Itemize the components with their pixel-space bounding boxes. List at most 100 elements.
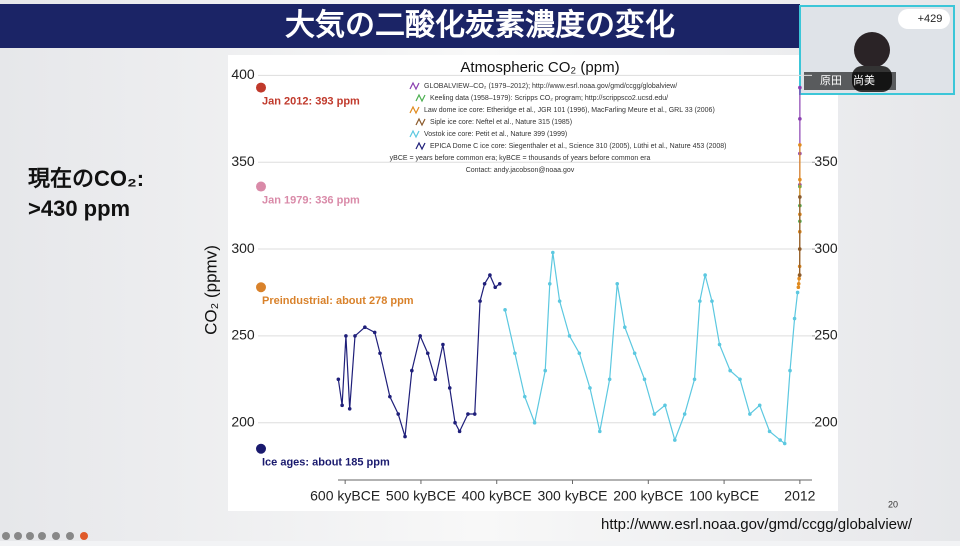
data-point	[798, 178, 802, 182]
data-point	[403, 435, 407, 439]
video-tile[interactable]: +429 原田 尚美	[800, 6, 954, 94]
toolbar-icon[interactable]	[14, 532, 22, 540]
data-point	[458, 430, 462, 434]
data-point	[488, 273, 492, 277]
data-point	[363, 325, 367, 329]
data-point	[703, 273, 707, 277]
data-point	[633, 351, 637, 355]
y2-tick-label: 200	[814, 413, 838, 429]
source-url: http://www.esrl.noaa.gov/gmd/ccgg/global…	[601, 516, 913, 533]
annotation-dot	[256, 182, 266, 192]
y2-tick-label: 250	[814, 327, 838, 343]
data-point	[548, 282, 552, 286]
data-point	[718, 343, 722, 347]
data-point	[426, 351, 430, 355]
legend-entry: Keeling data (1958–1979): Scripps CO₂ pr…	[430, 95, 668, 102]
data-point	[748, 412, 752, 416]
x-tick-label: 2012	[784, 488, 815, 504]
data-point	[533, 421, 537, 425]
data-point	[418, 334, 422, 338]
data-point	[344, 334, 348, 338]
data-point	[798, 247, 802, 251]
data-point	[788, 369, 792, 373]
data-point	[410, 369, 414, 373]
data-point	[797, 277, 801, 281]
annotation-dot	[256, 444, 266, 454]
data-point	[798, 195, 802, 199]
toolbar-icon[interactable]	[26, 532, 34, 540]
data-point	[683, 412, 687, 416]
data-point	[798, 143, 802, 147]
data-point	[673, 438, 677, 442]
legend-note: yBCE = years before common era; kyBCE = …	[390, 155, 651, 162]
data-point	[728, 369, 732, 373]
x-tick-label: 400 kyBCE	[462, 488, 532, 504]
data-point	[348, 407, 352, 411]
data-point	[353, 334, 357, 338]
person-head	[854, 32, 890, 68]
data-point	[797, 282, 801, 286]
data-point	[551, 251, 555, 255]
data-point	[441, 343, 445, 347]
data-point	[578, 351, 582, 355]
callout-line: 現在のCO₂:	[28, 166, 144, 191]
data-point	[373, 331, 377, 335]
data-point	[478, 299, 482, 303]
page-number: 20	[888, 499, 898, 509]
legend-entry: Law dome ice core: Etheridge et al., JGR…	[424, 107, 715, 114]
data-point	[793, 317, 797, 321]
y-tick-label: 350	[231, 153, 255, 169]
data-point	[623, 325, 627, 329]
data-point	[378, 351, 382, 355]
viewer-count: +429	[918, 13, 943, 25]
data-point	[337, 377, 341, 381]
data-point	[568, 334, 572, 338]
data-point	[778, 438, 782, 442]
legend-entry: GLOBALVIEW–CO₂ (1979–2012); http://www.e…	[424, 83, 677, 90]
toolbar-icon[interactable]	[38, 532, 46, 540]
data-point	[473, 412, 477, 416]
y-tick-label: 300	[231, 240, 255, 256]
y2-tick-label: 350	[814, 153, 838, 169]
slide-heading: 大気の二酸化炭素濃度の変化	[285, 8, 675, 42]
data-point	[698, 299, 702, 303]
toolbar-icon[interactable]	[2, 532, 10, 540]
data-point	[598, 430, 602, 434]
data-point	[798, 117, 802, 121]
data-point	[498, 282, 502, 286]
x-tick-label: 500 kyBCE	[386, 488, 456, 504]
y-tick-label: 250	[231, 327, 255, 343]
data-point	[523, 395, 527, 399]
data-point	[493, 285, 497, 289]
callout-line: >430 ppm	[28, 196, 130, 221]
data-point	[738, 377, 742, 381]
data-point	[608, 377, 612, 381]
toolbar-icon[interactable]	[52, 532, 60, 540]
data-point	[710, 299, 714, 303]
legend-entry: EPICA Dome C ice core: Siegenthaler et a…	[430, 143, 727, 150]
data-point	[396, 412, 400, 416]
y-axis-label: CO₂ (ppmv)	[201, 245, 220, 335]
data-point	[543, 369, 547, 373]
annotation-dot	[256, 83, 266, 93]
x-tick-label: 200 kyBCE	[613, 488, 683, 504]
annotation-label: Ice ages: about 185 ppm	[262, 457, 390, 469]
data-point	[340, 404, 344, 408]
data-point	[558, 299, 562, 303]
data-point	[503, 308, 507, 312]
annotation-dot	[256, 282, 266, 292]
toolbar-icon[interactable]	[80, 532, 88, 540]
x-tick-label: 100 kyBCE	[689, 488, 759, 504]
y2-tick-label: 300	[814, 240, 838, 256]
data-point	[796, 291, 800, 295]
data-point	[768, 430, 772, 434]
data-point	[758, 404, 762, 408]
data-point	[483, 282, 487, 286]
toolbar-icon[interactable]	[66, 532, 74, 540]
data-point	[434, 377, 438, 381]
annotation-label: Preindustrial: about 278 ppm	[262, 295, 414, 307]
annotation-label: Jan 1979: 336 ppm	[262, 194, 360, 206]
data-point	[588, 386, 592, 390]
y-tick-label: 200	[231, 413, 255, 429]
